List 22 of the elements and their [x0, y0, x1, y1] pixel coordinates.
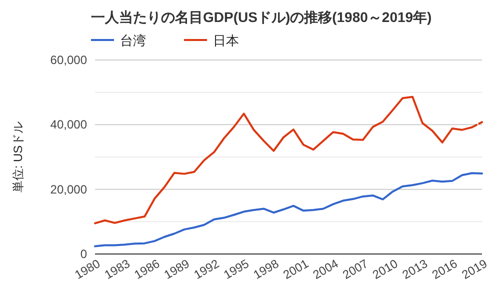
- y-tick-label: 20,000: [50, 182, 88, 196]
- x-tick-label: 2019: [459, 256, 490, 282]
- x-tick-label: 2007: [340, 256, 371, 282]
- y-axis-title: 単位: USドル: [11, 121, 25, 193]
- x-tick-label: 1983: [102, 256, 133, 282]
- x-tick-label: 2013: [400, 256, 430, 282]
- y-tick-label: 0: [80, 247, 88, 261]
- x-tick-label: 2004: [310, 256, 341, 282]
- x-tick-label: 2001: [280, 256, 312, 282]
- x-tick-label: 1986: [132, 256, 162, 282]
- legend-label: 日本: [213, 33, 239, 48]
- legend-label: 台湾: [120, 33, 146, 48]
- x-tick-label: 1992: [191, 256, 222, 282]
- x-tick-label: 2010: [370, 256, 400, 282]
- x-tick-label: 2016: [430, 256, 460, 282]
- x-tick-label: 1995: [221, 256, 252, 282]
- x-tick-label: 1989: [162, 256, 192, 282]
- line-series: [94, 172, 483, 248]
- y-tick-label: 40,000: [50, 118, 88, 132]
- y-tick-label: 60,000: [50, 53, 88, 67]
- x-tick-label: 1998: [250, 256, 282, 282]
- chart-title: 一人当たりの名目GDP(USドル)の推移(1980～2019年): [91, 9, 432, 25]
